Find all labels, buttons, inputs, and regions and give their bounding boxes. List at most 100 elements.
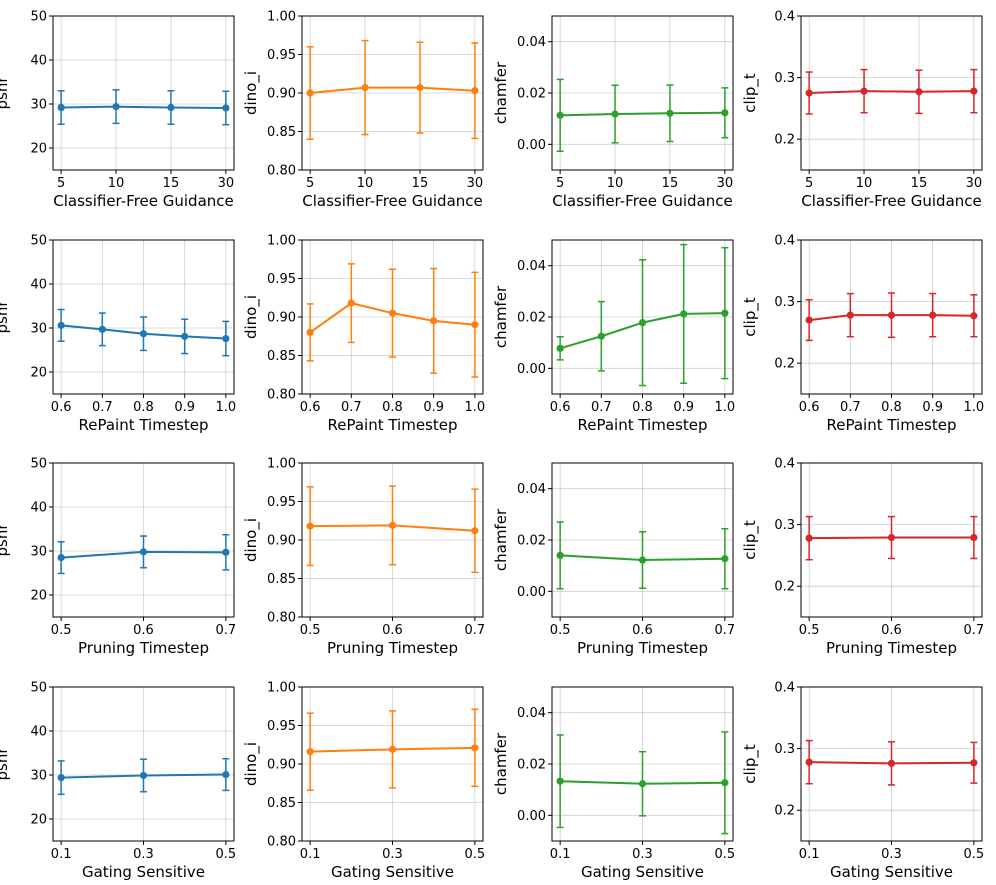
x-axis-label: RePaint Timestep bbox=[826, 416, 956, 434]
y-tick-label: 0.85 bbox=[267, 572, 296, 587]
subplot-3-2: 0.1 0.3 0.5 0.00 0.02 0.04 Gating Sensitive cha… bbox=[492, 686, 735, 881]
data-point bbox=[556, 344, 564, 352]
y-tick-label: 40 bbox=[30, 501, 47, 516]
subplot-3-0: 0.1 0.3 0.5 20 30 40 50 Gating Sensitive psnr bbox=[0, 681, 236, 882]
x-tick-label: 0.5 bbox=[964, 847, 985, 862]
x-tick-label: 0.6 bbox=[550, 400, 571, 415]
data-point bbox=[471, 87, 479, 95]
y-axis-label: dino_i bbox=[242, 71, 261, 115]
data-point bbox=[471, 321, 479, 329]
data-point bbox=[887, 311, 896, 319]
y-tick-label: 0.00 bbox=[517, 138, 546, 153]
y-axis-label: dino_i bbox=[242, 295, 261, 339]
x-tick-label: 0.9 bbox=[673, 400, 694, 415]
subplot-1-3: 0.6 0.7 0.8 0.9 1.0 0.2 0.3 0.4 RePaint Timestep… bbox=[741, 234, 984, 435]
y-tick-label: 0.04 bbox=[517, 35, 546, 50]
y-tick-label: 0.90 bbox=[267, 87, 296, 102]
y-tick-label: 50 bbox=[30, 234, 47, 249]
y-tick-label: 0.80 bbox=[267, 164, 296, 179]
x-tick-label: 30 bbox=[467, 176, 484, 191]
data-point bbox=[388, 745, 397, 753]
x-axis-label: Gating Sensitive bbox=[82, 863, 205, 881]
data-point bbox=[57, 774, 65, 782]
subplot-1-2: 0.6 0.7 0.8 0.9 1.0 0.00 0.02 0.04 RePaint Times… bbox=[492, 239, 736, 434]
data-point bbox=[306, 748, 314, 756]
subplot-2-0: 0.5 0.6 0.7 20 30 40 50 Pruning Timestep psnr bbox=[0, 457, 236, 658]
y-axis-label: clip_t bbox=[741, 73, 760, 113]
y-tick-label: 0.2 bbox=[774, 357, 795, 372]
x-tick-label: 0.7 bbox=[341, 400, 362, 415]
data-point bbox=[306, 89, 314, 97]
x-tick-label: 0.7 bbox=[92, 400, 113, 415]
x-tick-label: 30 bbox=[717, 176, 734, 191]
x-tick-label: 0.1 bbox=[799, 847, 820, 862]
data-point bbox=[970, 533, 978, 542]
x-tick-label: 0.5 bbox=[799, 623, 820, 638]
y-tick-label: 30 bbox=[30, 322, 47, 337]
y-tick-label: 20 bbox=[30, 589, 47, 604]
data-point bbox=[846, 311, 854, 319]
y-tick-label: 0.02 bbox=[517, 87, 546, 102]
x-tick-label: 0.1 bbox=[300, 847, 321, 862]
y-tick-label: 0.95 bbox=[267, 272, 296, 287]
y-tick-label: 30 bbox=[30, 769, 47, 784]
data-point bbox=[970, 312, 978, 320]
subplot-0-3: 5 10 15 30 0.2 0.3 0.4 Classifier-Free Guidance… bbox=[741, 10, 983, 210]
series-line bbox=[310, 86, 475, 94]
y-tick-label: 0.4 bbox=[774, 681, 795, 696]
series-line bbox=[61, 105, 226, 109]
y-axis-label: psnr bbox=[0, 747, 11, 781]
x-tick-label: 0.9 bbox=[423, 400, 444, 415]
y-tick-label: 0.80 bbox=[267, 611, 296, 626]
subplot-0-2: 5 10 15 30 0.00 0.02 0.04 Classifier-Free Guida… bbox=[492, 15, 734, 210]
data-point bbox=[471, 527, 479, 535]
x-tick-label: 5 bbox=[556, 176, 564, 191]
x-tick-label: 0.6 bbox=[632, 623, 653, 638]
x-tick-label: 1.0 bbox=[964, 400, 985, 415]
subplot-2-3: 0.5 0.6 0.7 0.2 0.3 0.4 Pruning Timestep clip_t bbox=[741, 457, 984, 658]
data-point bbox=[970, 87, 978, 95]
series-line bbox=[560, 111, 725, 117]
y-tick-label: 0.4 bbox=[774, 457, 795, 472]
x-tick-label: 0.3 bbox=[881, 847, 902, 862]
x-tick-label: 0.5 bbox=[300, 623, 321, 638]
x-tick-label: 0.9 bbox=[174, 400, 195, 415]
subplot-0-1: 5 10 15 30 0.80 0.85 0.90 0.95 1.00 Classifier-Fr… bbox=[242, 10, 484, 210]
y-tick-label: 0.85 bbox=[267, 125, 296, 140]
x-axis-label: Pruning Timestep bbox=[826, 639, 957, 657]
y-tick-label: 1.00 bbox=[267, 681, 296, 696]
y-tick-label: 0.4 bbox=[774, 10, 795, 25]
x-tick-label: 30 bbox=[966, 176, 983, 191]
subplot-1-1: 0.6 0.7 0.8 0.9 1.0 0.80 0.85 0.90 0.95 1.00 RePai… bbox=[242, 234, 485, 435]
data-point bbox=[388, 521, 397, 529]
data-point bbox=[222, 104, 230, 112]
data-point bbox=[306, 522, 314, 530]
data-point bbox=[222, 770, 230, 779]
y-tick-label: 1.00 bbox=[267, 457, 296, 472]
x-tick-label: 0.7 bbox=[964, 623, 985, 638]
x-tick-label: 0.1 bbox=[550, 847, 571, 862]
y-tick-label: 0.2 bbox=[774, 580, 795, 595]
y-tick-label: 0.04 bbox=[517, 706, 546, 721]
x-tick-label: 0.7 bbox=[840, 400, 861, 415]
subplot-3-3: 0.1 0.3 0.5 0.2 0.3 0.4 Gating Sensitive clip_t bbox=[741, 681, 984, 882]
y-tick-label: 0.95 bbox=[267, 719, 296, 734]
y-axis-label: psnr bbox=[0, 523, 11, 557]
data-point bbox=[361, 84, 369, 92]
x-axis-label: Pruning Timestep bbox=[577, 639, 708, 657]
x-tick-label: 0.8 bbox=[881, 400, 902, 415]
x-axis-label: RePaint Timestep bbox=[577, 416, 707, 434]
y-tick-label: 40 bbox=[30, 725, 47, 740]
y-tick-label: 0.2 bbox=[774, 133, 795, 148]
x-tick-label: 1.0 bbox=[715, 400, 736, 415]
data-point bbox=[222, 548, 230, 556]
y-tick-label: 1.00 bbox=[267, 234, 296, 249]
y-axis-label: chamfer bbox=[492, 508, 510, 571]
y-tick-label: 0.04 bbox=[517, 259, 546, 274]
data-point bbox=[139, 771, 148, 780]
data-point bbox=[805, 534, 813, 542]
x-tick-label: 10 bbox=[108, 176, 125, 191]
data-point bbox=[721, 779, 729, 787]
y-tick-label: 40 bbox=[30, 278, 47, 293]
x-tick-label: 0.1 bbox=[51, 847, 72, 862]
